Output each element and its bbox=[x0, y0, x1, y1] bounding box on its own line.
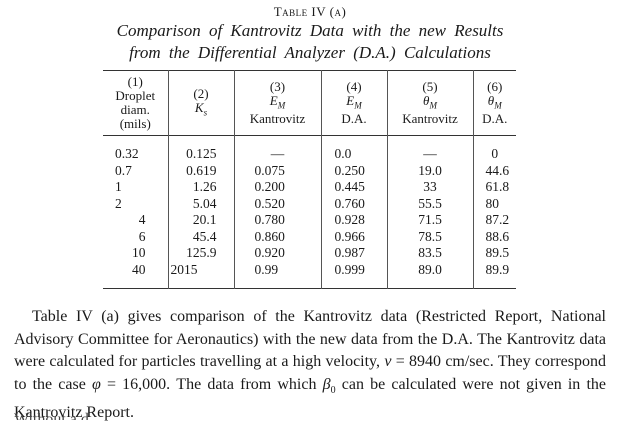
comparison-table-container: (1) Droplet diam. (mils) (2) Ks (3) EM K… bbox=[103, 70, 516, 289]
body-paragraph: Table IV (a) gives comparison of the Kan… bbox=[14, 308, 606, 422]
table-row: 1 1.26 0.200 0.445 33 61.8 bbox=[103, 179, 516, 196]
table-row: 40 2015 0.99 0.999 89.0 89.9 bbox=[103, 261, 516, 289]
header-em-da: (4) EM D.A. bbox=[320, 70, 387, 136]
table-row: 4 20.1 0.780 0.928 71.5 87.2 bbox=[103, 212, 516, 229]
cutoff-next-line: Without a d... bbox=[14, 412, 101, 420]
table-label: Table IV (a) bbox=[273, 4, 347, 19]
header-theta-kantrovitz: (5) θM Kantrovitz bbox=[386, 70, 473, 136]
table-row: 0.7 0.619 0.075 0.250 19.0 44.6 bbox=[103, 162, 516, 179]
table-title-line-2: from the Differential Analyzer (D.A.) Ca… bbox=[129, 43, 491, 62]
table-title: Comparison of Kantrovitz Data with the n… bbox=[0, 20, 620, 64]
header-theta-da: (6) θM D.A. bbox=[472, 70, 516, 136]
table-row: 2 5.04 0.520 0.760 55.5 80 bbox=[103, 195, 516, 212]
header-em-kantrovitz: (3) EM Kantrovitz bbox=[233, 70, 321, 136]
table-title-line-1: Comparison of Kantrovitz Data with the n… bbox=[116, 21, 504, 40]
table-row: 0.32 0.125 — 0.0 — 0 bbox=[103, 135, 516, 163]
header-ks: (2) Ks bbox=[167, 70, 234, 136]
table-header-row: (1) Droplet diam. (mils) (2) Ks (3) EM K… bbox=[103, 70, 516, 136]
table-row: 10 125.9 0.920 0.987 83.5 89.5 bbox=[103, 245, 516, 262]
header-droplet-diameter: (1) Droplet diam. (mils) bbox=[115, 74, 156, 131]
comparison-table: (1) Droplet diam. (mils) (2) Ks (3) EM K… bbox=[103, 70, 516, 289]
table-row: 6 45.4 0.860 0.966 78.5 88.6 bbox=[103, 228, 516, 245]
